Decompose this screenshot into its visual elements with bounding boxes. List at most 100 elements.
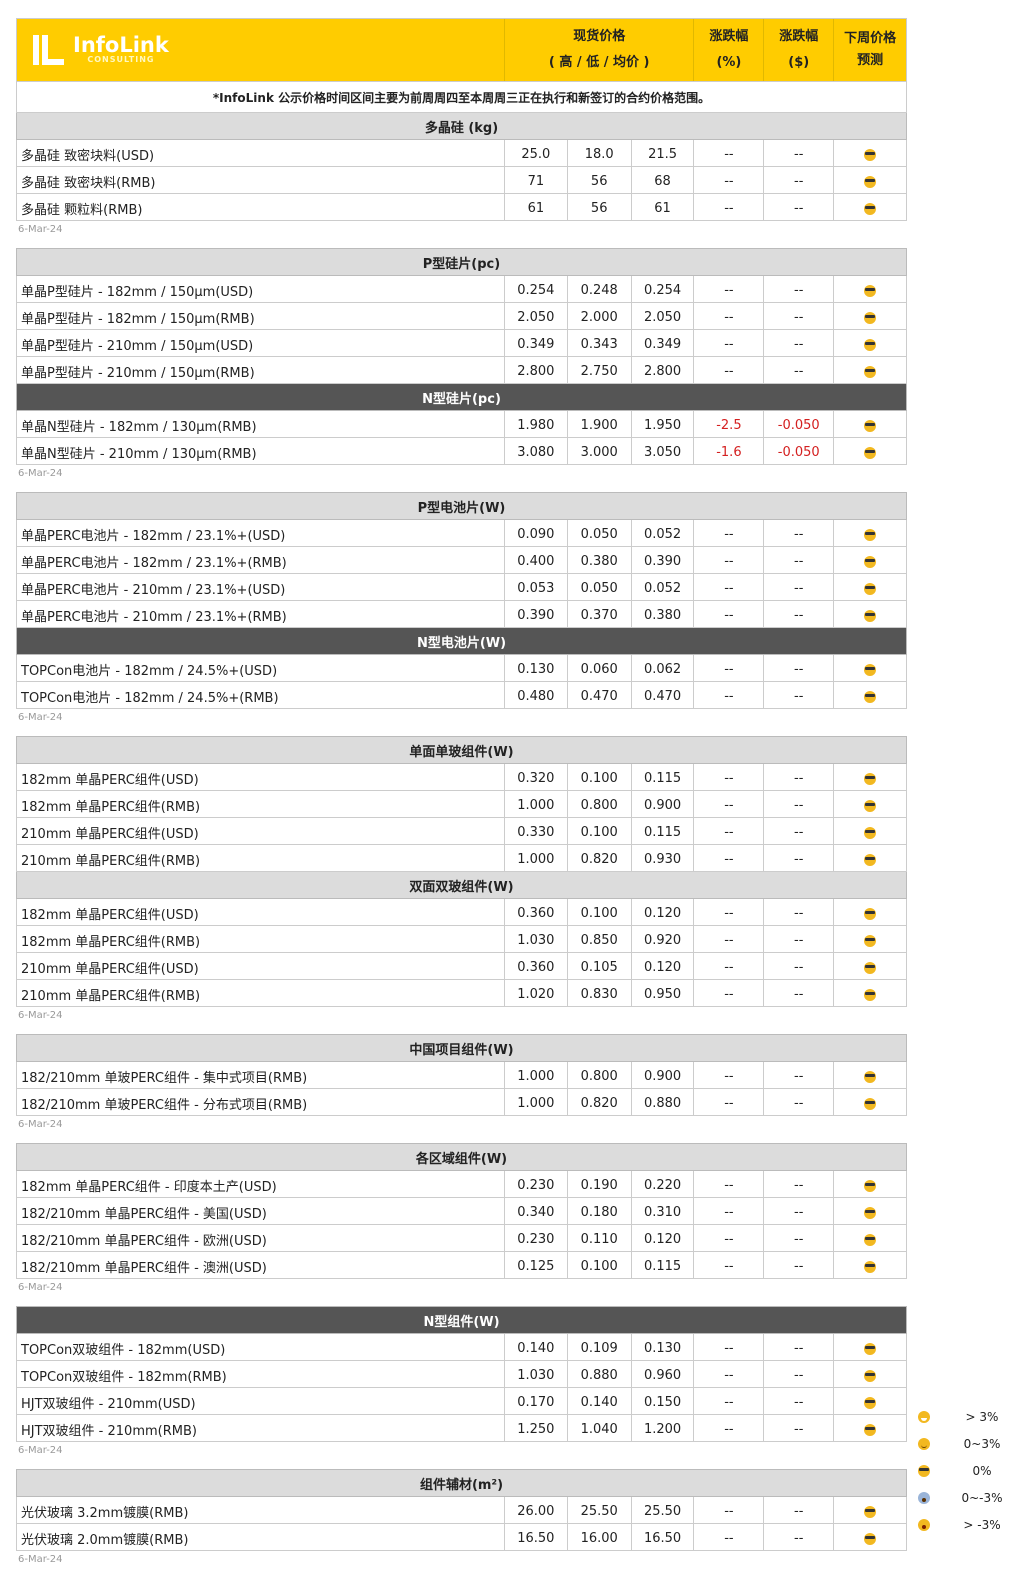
report-date: 6-Mar-24 (18, 1554, 63, 1565)
table-row: 182/210mm 单玻PERC组件 - 集中式项目(RMB) 1.000 0.80… (16, 1062, 907, 1089)
change-usd: -- (764, 1252, 835, 1278)
sunglasses-face-icon (864, 1342, 877, 1355)
product-name: 182mm 单晶PERC组件(RMB) (17, 791, 505, 817)
change-usd: -- (764, 1497, 835, 1523)
sunglasses-face-icon (864, 1423, 877, 1436)
forecast-cell (834, 1388, 906, 1414)
price-avg: 0.900 (632, 1062, 695, 1088)
sunglasses-face-icon (864, 202, 877, 215)
forecast-cell (834, 1334, 906, 1360)
price-low: 0.140 (568, 1388, 632, 1414)
price-high: 1.250 (505, 1415, 568, 1441)
forecast-cell (834, 1361, 906, 1387)
change-pct-unit: (%) (716, 55, 742, 70)
table-row: HJT双玻组件 - 210mm(RMB) 1.250 1.040 1.200 -- -- (16, 1415, 907, 1442)
forecast-cell (834, 1524, 906, 1550)
change-usd: -- (764, 1171, 835, 1197)
price-high: 1.020 (505, 980, 568, 1006)
change-pct: -- (694, 845, 765, 871)
table-block: P型电池片(W) 单晶PERC电池片 - 182mm / 23.1%+(USD) 0… (16, 492, 907, 709)
sunglasses-face-icon (864, 826, 877, 839)
change-pct-label: 涨跌幅 (709, 29, 749, 44)
change-usd: -- (764, 818, 835, 844)
change-usd: -- (764, 276, 835, 302)
table-row: 182mm 单晶PERC组件(RMB) 1.000 0.800 0.900 -- -- (16, 791, 907, 818)
change-pct: -- (694, 764, 765, 790)
forecast-cell (834, 411, 906, 437)
price-high: 1.000 (505, 1089, 568, 1115)
sunglasses-face-icon (864, 555, 877, 568)
legend-item: 0~3% (918, 1430, 1028, 1457)
report-date: 6-Mar-24 (18, 224, 63, 235)
forecast-sub: 预测 (857, 53, 884, 68)
change-usd: -- (764, 791, 835, 817)
price-avg: 0.950 (632, 980, 695, 1006)
sunglasses-face-icon (864, 175, 877, 188)
price-high: 1.980 (505, 411, 568, 437)
price-low: 25.50 (568, 1497, 632, 1523)
report-date: 6-Mar-24 (18, 468, 63, 479)
price-low: 0.105 (568, 953, 632, 979)
forecast-cell (834, 1062, 906, 1088)
change-usd-unit: ($) (788, 55, 810, 70)
section-header: N型电池片(W) (16, 628, 907, 655)
price-low: 3.000 (568, 438, 632, 464)
product-name: TOPCon双玻组件 - 182mm(RMB) (17, 1361, 505, 1387)
change-pct: -- (694, 980, 765, 1006)
infolink-logo-mark (31, 33, 65, 67)
price-avg: 0.390 (632, 547, 695, 573)
price-avg: 0.880 (632, 1089, 695, 1115)
product-name: 光伏玻璃 3.2mm镀膜(RMB) (17, 1497, 505, 1523)
table-row: 182mm 单晶PERC组件(USD) 0.320 0.100 0.115 -- -- (16, 764, 907, 791)
sunglasses-face-icon (864, 1233, 877, 1246)
legend-item: 0% (918, 1457, 1028, 1484)
sunglasses-face-icon (864, 663, 877, 676)
product-name: 多晶硅 颗粒料(RMB) (17, 194, 505, 220)
section-header: N型硅片(pc) (16, 384, 907, 411)
sunglasses-face-icon (864, 1206, 877, 1219)
price-low: 0.109 (568, 1334, 632, 1360)
sunglasses-face-icon (864, 1179, 877, 1192)
change-usd: -- (764, 1524, 835, 1550)
price-high: 0.090 (505, 520, 568, 546)
product-name: 单晶N型硅片 - 210mm / 130μm(RMB) (17, 438, 505, 464)
sunglasses-face-icon (864, 934, 877, 947)
product-name: 单晶PERC电池片 - 210mm / 23.1%+(USD) (17, 574, 505, 600)
section-header: P型硅片(pc) (16, 249, 907, 276)
change-pct: -- (694, 520, 765, 546)
price-high: 0.360 (505, 899, 568, 925)
table-row: TOPCon电池片 - 182mm / 24.5%+(RMB) 0.480 0.47… (16, 682, 907, 709)
table-block: 单面单玻组件(W) 182mm 单晶PERC组件(USD) 0.320 0.100 0.… (16, 736, 907, 1007)
product-name: 182mm 单晶PERC组件(RMB) (17, 926, 505, 952)
product-name: 210mm 单晶PERC组件(RMB) (17, 845, 505, 871)
table-row: 单晶PERC电池片 - 210mm / 23.1%+(USD) 0.053 0.05… (16, 574, 907, 601)
cool-face-icon (918, 1464, 930, 1477)
price-avg: 21.5 (632, 140, 695, 166)
table-block: 组件辅材(m²) 光伏玻璃 3.2mm镀膜(RMB) 26.00 25.50 25.50… (16, 1469, 907, 1551)
table-row: 210mm 单晶PERC组件(USD) 0.330 0.100 0.115 -- -- (16, 818, 907, 845)
section-header: P型电池片(W) (16, 493, 907, 520)
sunglasses-face-icon (864, 988, 877, 1001)
price-avg: 0.115 (632, 818, 695, 844)
change-usd: -- (764, 655, 835, 681)
price-avg: 61 (632, 194, 695, 220)
change-pct: -1.6 (694, 438, 765, 464)
change-pct: -- (694, 1497, 765, 1523)
spot-price-label: 现货价格 (573, 29, 626, 44)
section-header: 各区域组件(W) (16, 1144, 907, 1171)
change-usd: -- (764, 1415, 835, 1441)
forecast-cell (834, 764, 906, 790)
price-low: 1.900 (568, 411, 632, 437)
product-name: 单晶N型硅片 - 182mm / 130μm(RMB) (17, 411, 505, 437)
price-high: 0.125 (505, 1252, 568, 1278)
report-date: 6-Mar-24 (18, 712, 63, 723)
product-name: 单晶P型硅片 - 210mm / 150μm(RMB) (17, 357, 505, 383)
change-usd: -- (764, 1361, 835, 1387)
change-usd: -- (764, 574, 835, 600)
change-pct: -- (694, 899, 765, 925)
change-pct: -- (694, 601, 765, 627)
price-avg: 0.130 (632, 1334, 695, 1360)
price-high: 0.330 (505, 818, 568, 844)
change-usd: -- (764, 357, 835, 383)
sunglasses-face-icon (864, 1532, 877, 1545)
